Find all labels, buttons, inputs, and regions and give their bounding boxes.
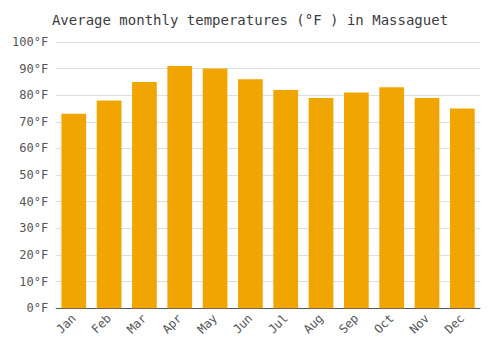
svg-text:Apr: Apr	[159, 311, 184, 336]
svg-text:80°F: 80°F	[19, 88, 48, 102]
svg-text:30°F: 30°F	[19, 221, 48, 235]
svg-text:90°F: 90°F	[19, 62, 48, 76]
svg-text:Jul: Jul	[265, 311, 290, 336]
svg-text:May: May	[195, 311, 220, 336]
svg-text:Average monthly temperatures (: Average monthly temperatures (°F ) in Ma…	[52, 12, 448, 28]
svg-text:0°F: 0°F	[26, 301, 48, 315]
svg-text:20°F: 20°F	[19, 248, 48, 262]
svg-text:Nov: Nov	[407, 311, 432, 336]
svg-text:Oct: Oct	[371, 311, 396, 336]
svg-text:10°F: 10°F	[19, 275, 48, 289]
svg-text:Mar: Mar	[124, 311, 149, 336]
svg-text:100°F: 100°F	[12, 35, 48, 49]
svg-text:70°F: 70°F	[19, 115, 48, 129]
svg-text:Jan: Jan	[54, 311, 79, 336]
svg-text:Dec: Dec	[442, 311, 467, 336]
svg-text:40°F: 40°F	[19, 195, 48, 209]
svg-text:60°F: 60°F	[19, 141, 48, 155]
svg-text:Jun: Jun	[230, 311, 255, 336]
svg-text:Feb: Feb	[89, 311, 114, 336]
svg-text:Aug: Aug	[301, 311, 326, 336]
svg-text:Sep: Sep	[336, 311, 361, 336]
svg-text:50°F: 50°F	[19, 168, 48, 182]
